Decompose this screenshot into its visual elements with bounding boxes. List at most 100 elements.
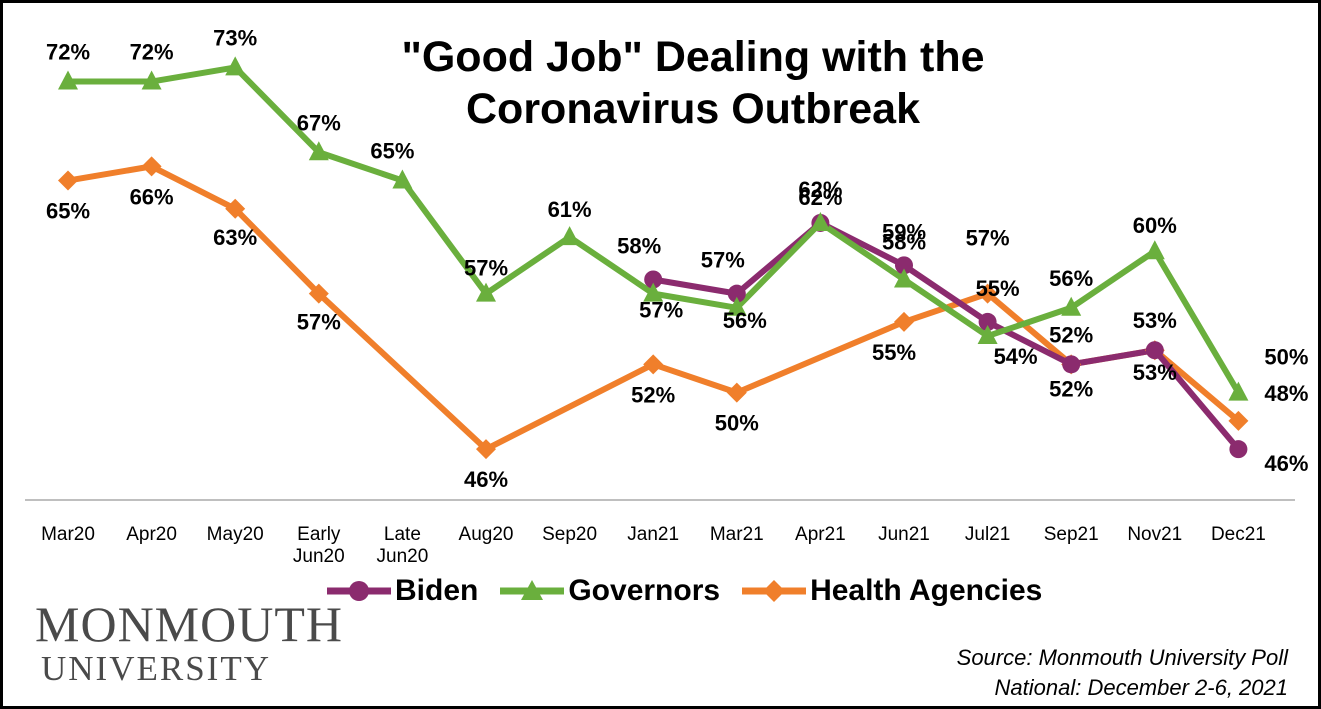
x-tick-label-line: Sep21 (1044, 524, 1099, 545)
point-biden (895, 256, 913, 275)
series-line-biden (650, 219, 1242, 453)
data-label-biden: 58% (617, 234, 661, 259)
point-health-agencies (726, 382, 747, 403)
point-governors (58, 70, 78, 90)
data-label-governors: 57% (639, 298, 683, 323)
x-tick-label-line: Dec21 (1211, 524, 1266, 545)
point-governors (810, 211, 831, 231)
data-label-health-agencies: 52% (631, 382, 675, 407)
data-label-biden: 46% (1264, 451, 1308, 476)
x-tick-label: Mar20 (41, 524, 95, 545)
legend-label-health-agencies: Health Agencies (810, 574, 1043, 607)
point-governors (1228, 381, 1249, 401)
point-governors (894, 268, 914, 288)
legend-item-biden: Biden (323, 574, 478, 608)
monmouth-logo: MONMOUTH UNIVERSITY (35, 599, 343, 689)
point-health-agencies (308, 283, 329, 304)
point-health-agencies (894, 311, 914, 332)
point-governors (476, 282, 496, 302)
logo-line2: UNIVERSITY (41, 649, 271, 688)
x-tick-label-line: Jan21 (627, 524, 679, 545)
x-tick-label: Nov21 (1127, 524, 1182, 545)
source-line2: National: December 2-6, 2021 (994, 675, 1289, 700)
data-label-health-agencies: 57% (966, 226, 1010, 251)
point-health-agencies (977, 283, 998, 304)
data-label-governors: 50% (1264, 345, 1308, 370)
legend-item-health-agencies: Health Agencies (738, 574, 1042, 608)
data-label-biden: 59% (882, 219, 926, 244)
point-governors (141, 70, 162, 90)
point-biden (978, 312, 997, 331)
point-governors (559, 226, 580, 246)
point-governors (977, 325, 998, 345)
x-tick-label-line: Nov21 (1127, 524, 1182, 545)
data-label-health-agencies: 57% (297, 310, 341, 335)
x-tick-label-line: Apr21 (795, 524, 846, 545)
point-governors (643, 282, 664, 302)
data-label-governors: 61% (548, 197, 592, 222)
x-tick-label: Apr20 (126, 524, 177, 545)
point-governors (1061, 296, 1082, 316)
data-label-health-agencies: 66% (130, 184, 174, 209)
data-label-governors: 62% (798, 185, 842, 210)
x-tick-label: Late Jun20 (377, 524, 429, 567)
legend-swatch-biden (327, 581, 391, 601)
x-tick-label-line: Apr20 (126, 524, 177, 545)
data-label-biden: 52% (1049, 376, 1093, 401)
x-tick-label-line: Late (384, 524, 421, 545)
x-tick-label-line: Sep20 (542, 524, 597, 545)
data-label-biden: 62% (798, 177, 842, 202)
data-label-health-agencies: 65% (46, 199, 90, 224)
x-tick-label-line: Mar20 (41, 524, 95, 545)
point-governors (392, 169, 413, 189)
x-tick-label: Jan21 (627, 524, 679, 545)
point-health-agencies (225, 198, 246, 219)
x-tick-label: Sep20 (542, 524, 597, 545)
chart-title: "Good Job" Dealing with the Coronavirus … (401, 33, 985, 133)
data-label-governors: 56% (723, 308, 767, 333)
legend: Biden Governors Health Agencies (323, 571, 1060, 611)
point-biden (1229, 440, 1248, 459)
data-label-governors: 58% (882, 230, 926, 255)
x-tick-label: Dec21 (1211, 524, 1266, 545)
data-label-health-agencies: 63% (213, 225, 257, 250)
point-biden (1145, 341, 1164, 360)
data-label-governors: 56% (1049, 266, 1093, 291)
point-biden (644, 270, 663, 289)
x-tick-label-line: Aug20 (459, 524, 514, 545)
data-label-health-agencies: 55% (872, 340, 916, 365)
x-tick-label: Mar21 (710, 524, 764, 545)
legend-label-biden: Biden (395, 574, 479, 607)
data-label-health-agencies: 48% (1264, 381, 1308, 406)
x-tick-label: Apr21 (795, 524, 846, 545)
x-tick-label-line: Early (297, 524, 341, 545)
data-label-governors: 54% (994, 344, 1038, 369)
data-label-governors: 72% (130, 40, 174, 65)
data-label-health-agencies: 46% (464, 467, 508, 492)
source-line1: Source: Monmouth University Poll (956, 645, 1288, 670)
point-health-agencies (141, 156, 162, 177)
data-label-health-agencies: 50% (715, 411, 759, 436)
x-tick-label: Jul21 (965, 524, 1010, 545)
x-tick-label-line: Mar21 (710, 524, 764, 545)
data-label-health-agencies: 53% (1133, 308, 1177, 333)
data-label-health-agencies: 52% (1049, 322, 1093, 347)
legend-swatch-governors (500, 580, 565, 600)
data-label-governors: 73% (213, 25, 257, 50)
point-biden (1062, 355, 1081, 374)
data-label-biden: 55% (976, 276, 1020, 301)
data-label-governors: 57% (464, 256, 508, 281)
data-label-governors: 60% (1133, 213, 1177, 238)
legend-item-governors: Governors (496, 574, 720, 608)
legend-label-governors: Governors (568, 574, 721, 607)
data-label-governors: 65% (370, 139, 414, 164)
x-tick-label-line: Jun20 (377, 546, 429, 567)
x-tick-label: May20 (207, 524, 264, 545)
data-label-biden: 53% (1133, 360, 1177, 385)
x-tick-label-line: Jul21 (965, 524, 1010, 545)
logo-line1: MONMOUTH (35, 596, 343, 652)
data-label-governors: 67% (297, 110, 341, 135)
point-governors (1144, 240, 1165, 260)
